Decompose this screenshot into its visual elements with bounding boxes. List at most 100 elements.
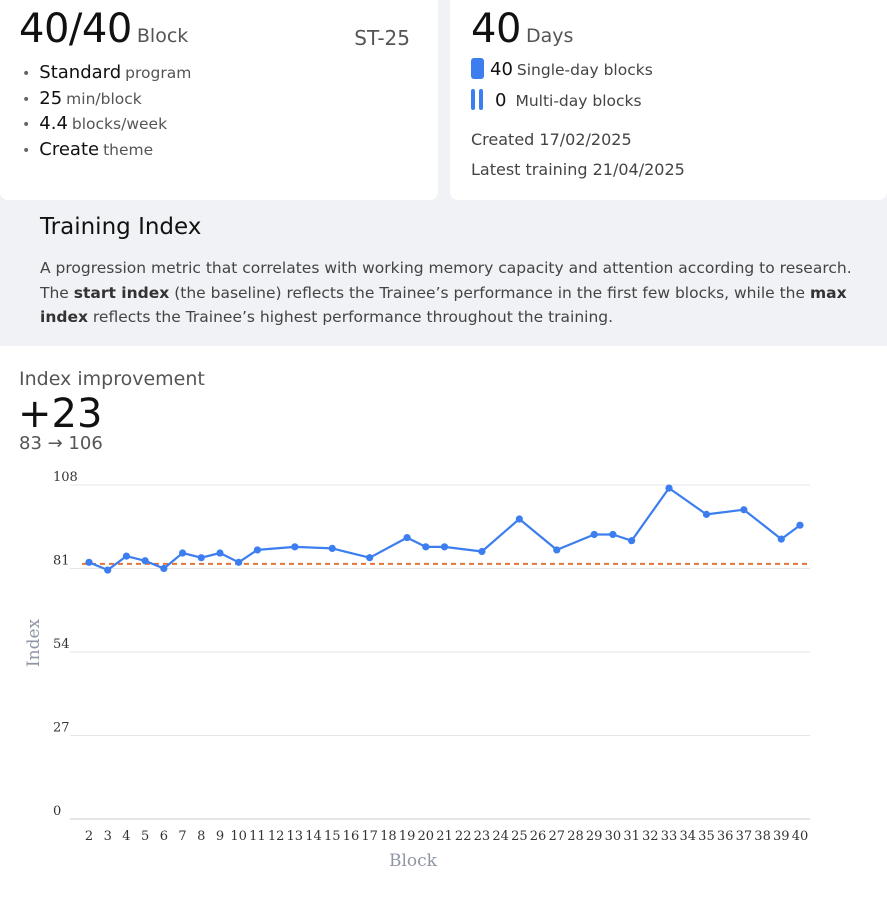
data-point <box>628 537 636 545</box>
data-point <box>590 530 598 539</box>
x-tick-label: 3 <box>104 829 112 844</box>
x-tick-label: 16 <box>343 829 360 844</box>
y-tick-label: 27 <box>53 721 70 736</box>
data-point <box>440 543 449 551</box>
data-point <box>740 506 748 514</box>
y-tick-label: 54 <box>53 637 70 652</box>
improvement-label: Index improvement <box>19 368 205 390</box>
x-tick-label: 15 <box>324 829 341 844</box>
x-tick-label: 18 <box>380 829 397 844</box>
x-tick-label: 13 <box>287 829 304 844</box>
x-tick-label: 24 <box>492 829 509 844</box>
x-tick-label: 19 <box>399 829 416 844</box>
x-tick-label: 9 <box>216 829 224 844</box>
x-tick-label: 20 <box>418 829 435 844</box>
x-tick-label: 28 <box>567 829 584 844</box>
x-tick-label: 35 <box>698 829 715 844</box>
x-tick-label: 26 <box>530 829 547 844</box>
multi-day-row: 0 Multi-day blocks <box>471 89 642 113</box>
data-point <box>197 554 205 562</box>
data-point <box>422 543 430 551</box>
data-point <box>85 558 93 566</box>
x-tick-label: 30 <box>605 829 622 844</box>
data-point <box>216 549 224 557</box>
y-tick-label: 0 <box>53 804 61 819</box>
x-tick-label: 14 <box>305 829 322 844</box>
data-point <box>702 510 711 518</box>
single-day-icon <box>471 58 484 79</box>
data-point <box>328 544 336 552</box>
data-point <box>253 546 261 554</box>
created-date: Created 17/02/2025 <box>471 130 632 149</box>
x-tick-label: 2 <box>85 829 93 844</box>
x-tick-label: 25 <box>511 829 528 844</box>
x-tick-label: 40 <box>792 829 809 844</box>
data-point <box>609 530 617 539</box>
x-tick-label: 12 <box>268 829 285 844</box>
x-tick-label: 29 <box>586 829 603 844</box>
trainee-code: ST-25 <box>354 26 410 50</box>
y-tick-label: 108 <box>53 470 78 485</box>
x-tick-label: 33 <box>661 829 678 844</box>
blocks-unit: Block <box>136 25 189 47</box>
x-tick-label: 37 <box>736 829 753 844</box>
data-point <box>291 543 299 551</box>
data-point <box>178 549 187 557</box>
section-title: Training Index <box>40 214 202 240</box>
data-point <box>777 535 785 543</box>
data-point <box>104 566 112 574</box>
x-tick-label: 23 <box>474 829 491 844</box>
data-point <box>160 564 168 573</box>
y-tick-label: 81 <box>53 554 70 569</box>
x-tick-label: 5 <box>141 829 149 844</box>
data-point <box>553 546 561 554</box>
data-point <box>478 547 486 556</box>
x-tick-label: 4 <box>122 829 130 844</box>
data-point <box>665 484 673 492</box>
x-tick-label: 38 <box>754 829 771 844</box>
multi-day-icon <box>471 89 485 110</box>
data-point <box>403 533 411 542</box>
blocks-total: /40 <box>68 6 132 52</box>
x-axis-label: Block <box>389 851 438 871</box>
x-tick-label: 6 <box>160 829 168 844</box>
data-point <box>515 515 523 523</box>
x-tick-label: 21 <box>436 829 453 844</box>
single-day-row: 40 Single-day blocks <box>471 58 653 82</box>
days-card: 40 Days 40 Single-day blocks 0 Multi-day b… <box>450 0 887 200</box>
y-axis-label: Index <box>24 618 44 667</box>
index-series-line <box>88 487 801 572</box>
days-unit: Days <box>526 25 574 47</box>
x-tick-label: 39 <box>773 829 790 844</box>
x-tick-label: 36 <box>717 829 734 844</box>
x-tick-label: 27 <box>548 829 565 844</box>
latest-training-date: Latest training 21/04/2025 <box>471 160 685 179</box>
x-tick-label: 10 <box>230 829 247 844</box>
index-chart-card: Index improvement +23 83 → 106 0 27 54 81 10… <box>0 346 887 898</box>
data-point <box>122 552 131 560</box>
x-tick-label: 22 <box>455 829 472 844</box>
x-tick-label: 32 <box>642 829 659 844</box>
x-tick-label: 7 <box>178 829 186 844</box>
data-point <box>796 521 804 529</box>
x-tick-label: 11 <box>249 829 266 844</box>
x-tick-label: 31 <box>623 829 640 844</box>
x-tick-label: 17 <box>361 829 378 844</box>
improvement-range: 83 → 106 <box>19 433 103 454</box>
days-count: 40 <box>471 6 521 52</box>
data-point <box>235 558 243 566</box>
x-tick-label: 8 <box>197 829 205 844</box>
training-index-info: Training Index A progression metric that… <box>0 202 887 345</box>
data-point <box>366 554 374 562</box>
section-description: A progression metric that correlates wit… <box>40 259 852 326</box>
data-point <box>141 557 149 565</box>
x-tick-label: 34 <box>679 829 696 844</box>
blocks-done: 40 <box>19 6 69 52</box>
